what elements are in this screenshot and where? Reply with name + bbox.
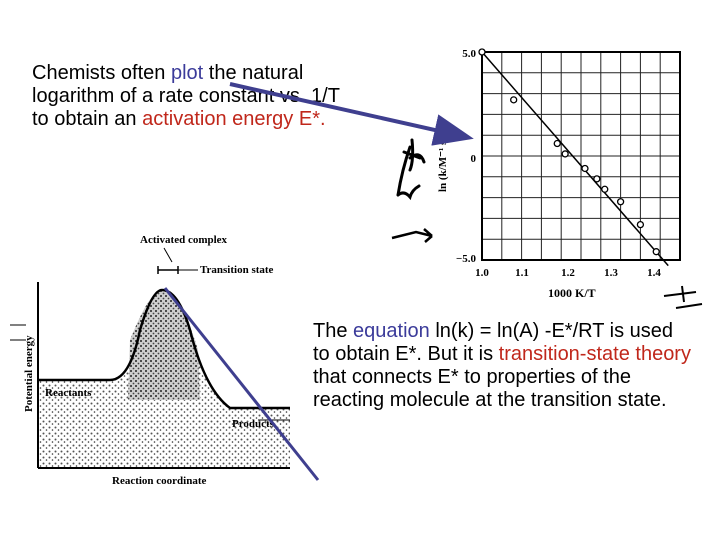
reaction-coordinate-label: Reaction coordinate [112,475,207,487]
energy-curve [38,288,290,410]
reactants-label: Reactants [45,387,92,399]
equation-text-part3: that connects E* to properties of the re… [313,366,667,411]
intro-text: Chemists often plot the natural logarith… [32,62,352,131]
complex-pointer [163,247,173,263]
handwritten-arrow-icon [391,228,433,243]
activation-energy-highlight: activation energy E*. [142,108,326,130]
fit-line [481,51,669,267]
x-tick-label: 1.4 [647,267,661,279]
intro-text-part1: Chemists often [32,62,171,84]
data-point [652,248,660,256]
energy-dense-fill [128,290,200,400]
tst-highlight: transition-state theory [498,343,691,365]
data-points [478,48,660,256]
data-point [581,164,589,173]
equation-text-part2: ln(k) = ln(A) -E*/RT is used to obtain E… [313,320,674,365]
handwritten-one-over-t-icon [663,285,703,309]
data-point [478,48,486,56]
data-point [553,139,561,148]
data-point [601,185,609,193]
activated-label: Activated complex [140,234,228,246]
x-tick-label: 1.1 [515,267,529,279]
transition-state-label: Transition state [200,264,274,276]
y-tick-label: 5.0 [462,48,476,60]
plot-frame [481,51,681,261]
x-tick-label: 1.0 [475,267,489,279]
x-tick-label: 1.3 [604,267,618,279]
plot-x-axis-label: 1000 K/T [548,286,596,300]
x-tick-label: 1.2 [561,267,575,279]
plot-arrow [229,82,474,146]
y-tick-label: −5.0 [456,253,477,265]
data-point [593,175,601,183]
equation-text-part1: The [313,320,354,342]
equation-highlight: equation [353,320,430,342]
handwritten-ln-k-icon [396,138,426,201]
plot-highlight: plot [170,62,204,84]
y-tick-label: 0 [471,153,477,165]
transition-state-pointer-line [163,287,320,481]
data-point [636,220,645,229]
data-point [561,150,569,158]
data-point [510,96,518,104]
products-label: Products [232,418,275,430]
potential-energy-label: Potential energy [23,335,35,412]
equation-text: The equation ln(k) = ln(A) -E*/RT is use… [313,320,693,412]
data-point [616,198,625,206]
